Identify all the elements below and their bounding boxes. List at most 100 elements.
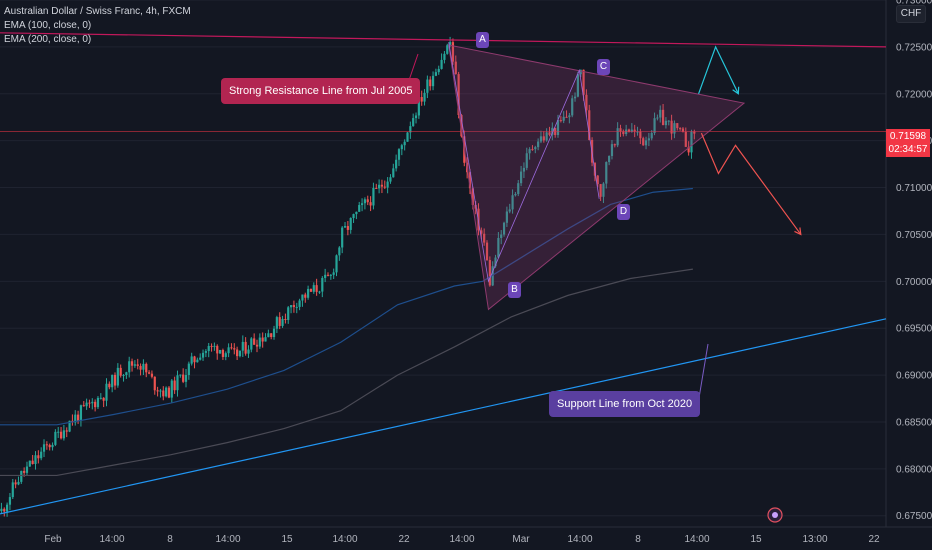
candle-body	[417, 97, 420, 116]
candle-body	[613, 144, 616, 146]
candle-body	[559, 120, 562, 122]
support-annotation[interactable]: Support Line from Oct 2020	[549, 391, 701, 417]
candle-body	[179, 374, 182, 376]
candle-body	[429, 79, 432, 87]
candle-body	[119, 367, 122, 376]
candle-body	[40, 451, 43, 459]
candle-body	[153, 376, 156, 391]
candle-body	[684, 131, 687, 147]
pattern-point-a[interactable]: A	[476, 32, 489, 48]
currency-button[interactable]: CHF	[896, 5, 926, 23]
pattern-point-d[interactable]: D	[617, 204, 630, 220]
candle-body	[204, 351, 207, 353]
candle-body	[392, 168, 395, 178]
candle-body	[289, 305, 293, 308]
candle-body	[145, 363, 148, 373]
bearish-projection	[700, 132, 802, 235]
candle-body	[500, 234, 503, 238]
candle-body	[335, 255, 338, 273]
candle-body	[37, 455, 40, 459]
candle-body	[88, 402, 91, 404]
candle-body	[62, 430, 65, 439]
y-tick-label-8: 0.69000	[896, 371, 932, 382]
candle-body	[588, 110, 591, 140]
support-line	[0, 318, 887, 515]
candle-body	[650, 133, 653, 139]
candle-body	[287, 307, 290, 320]
candle-body	[505, 211, 508, 223]
candle-body	[207, 345, 210, 352]
candle-body	[307, 288, 310, 298]
candle-body	[571, 98, 574, 116]
candle-body	[585, 94, 588, 111]
candle-body	[338, 247, 341, 256]
candle-body	[247, 349, 250, 354]
candle-body	[633, 129, 636, 132]
candle-body	[176, 375, 179, 391]
x-tick-label-6: 22	[398, 534, 410, 545]
candle-body	[457, 74, 460, 115]
candle-body	[656, 117, 659, 119]
candle-body	[343, 226, 347, 228]
candle-body	[375, 187, 378, 189]
candle-body	[568, 115, 571, 118]
candle-body	[111, 374, 114, 388]
candle-body	[79, 405, 83, 421]
candle-body	[315, 285, 318, 292]
candle-body	[525, 153, 528, 168]
candle-body	[358, 205, 361, 212]
candle-body	[556, 120, 560, 135]
candle-body	[14, 482, 17, 485]
ema200-line	[0, 268, 693, 477]
bar-countdown: 02:34:57	[888, 144, 928, 155]
candle-body	[519, 171, 523, 184]
candle-body	[468, 172, 472, 189]
candle-body	[397, 149, 401, 160]
candle-body	[448, 42, 452, 46]
y-tick-label-5: 0.70500	[896, 230, 932, 241]
candle-body	[661, 109, 665, 126]
candle-body	[630, 129, 633, 132]
candle-body	[125, 372, 128, 375]
pattern-point-b[interactable]: B	[508, 282, 521, 298]
ema200-legend: EMA (200, close, 0)	[4, 34, 92, 45]
candle-body	[565, 116, 568, 118]
candle-body	[363, 199, 367, 204]
y-tick-label-7: 0.69500	[896, 324, 932, 335]
candle-body	[190, 356, 193, 364]
candle-body	[454, 61, 457, 75]
candle-body	[440, 59, 443, 69]
candle-body	[102, 397, 105, 401]
candle-body	[403, 141, 406, 146]
candle-body	[531, 149, 534, 151]
candle-body	[196, 359, 199, 363]
candle-body	[502, 222, 506, 235]
candle-body	[610, 144, 614, 156]
candle-body	[182, 374, 185, 382]
candle-body	[548, 132, 551, 135]
candle-body	[681, 128, 685, 132]
candle-body	[133, 364, 136, 366]
x-tick-label-8: Mar	[512, 534, 530, 545]
candle-body	[270, 333, 273, 338]
candle-body	[420, 97, 423, 102]
pattern-point-c[interactable]: C	[597, 59, 610, 75]
candle-body	[562, 116, 565, 121]
candle-body	[471, 188, 474, 205]
candle-body	[156, 390, 159, 392]
x-tick-label-12: 15	[750, 534, 762, 545]
x-tick-label-14: 22	[868, 534, 880, 545]
resistance-annotation[interactable]: Strong Resistance Line from Jul 2005	[221, 78, 421, 104]
ema100-legend: EMA (100, close, 0)	[4, 20, 92, 31]
candle-body	[275, 317, 278, 329]
candle-body	[108, 383, 111, 388]
candle-body	[514, 193, 517, 196]
candle-body	[400, 145, 403, 150]
candle-body	[253, 338, 256, 345]
candle-body	[582, 69, 585, 95]
candle-body	[676, 123, 679, 129]
candle-body	[193, 356, 196, 363]
x-tick-label-3: 14:00	[215, 534, 240, 545]
last-price-value: 0.71598	[889, 131, 927, 142]
